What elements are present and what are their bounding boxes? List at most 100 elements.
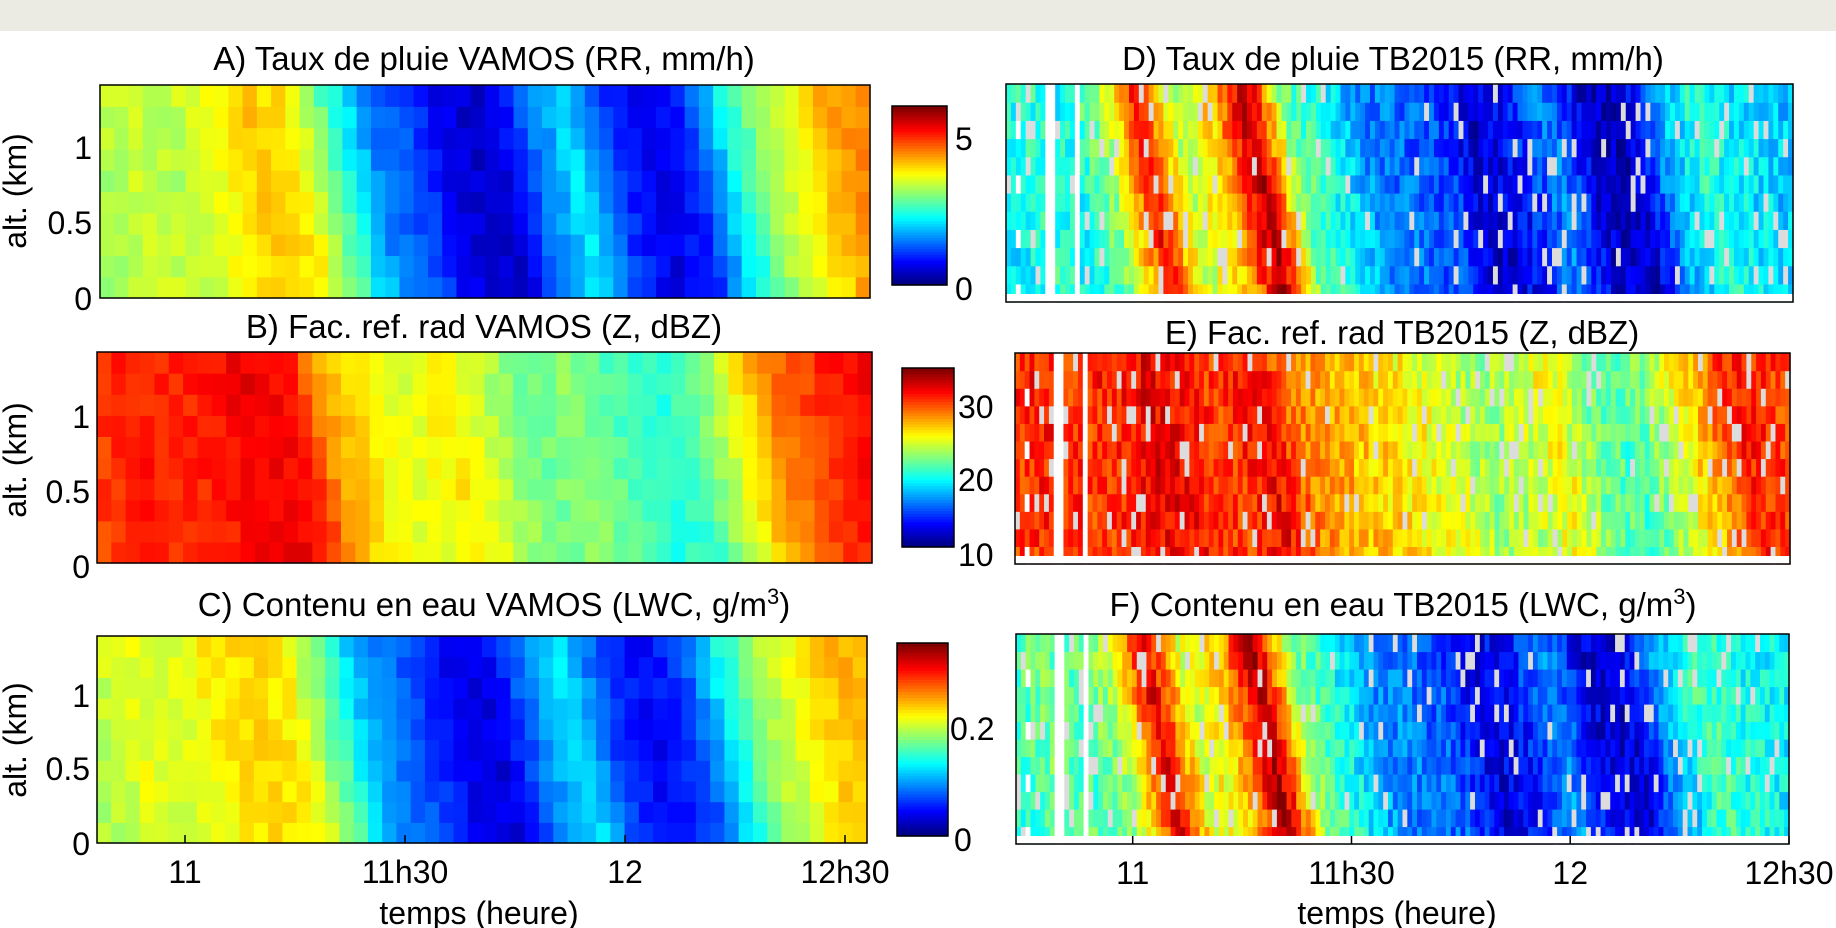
panel-d-cell xyxy=(1340,138,1346,158)
panel-d-cell xyxy=(1738,174,1745,194)
panel-e-cell xyxy=(1363,476,1370,495)
panel-a-cell xyxy=(313,148,329,171)
panel-d-cell xyxy=(1699,211,1706,230)
panel-c-cell xyxy=(410,760,426,782)
panel-a-cell xyxy=(385,148,401,171)
panel-e-cell xyxy=(1310,511,1316,530)
panel-e-cell xyxy=(1199,528,1205,548)
panel-b-cell xyxy=(97,394,112,416)
panel-d-cell xyxy=(1183,138,1189,158)
panel-c-cell xyxy=(724,801,740,823)
panel-a-cell xyxy=(114,255,130,278)
panel-d-cell xyxy=(1389,174,1396,194)
panel-d-cell xyxy=(1030,247,1037,267)
panel-e-cell xyxy=(1223,476,1229,495)
panel-e-cell xyxy=(1136,493,1142,512)
panel-e-cell xyxy=(1295,370,1302,389)
panel-d-cell xyxy=(1566,102,1573,121)
panel-b-cell xyxy=(800,415,816,437)
panel-d-cell xyxy=(1768,174,1774,194)
panel-a-cell xyxy=(413,127,429,150)
panel-a-cell xyxy=(684,191,700,214)
panel-d-cell xyxy=(1743,229,1750,249)
panel-d-cell xyxy=(1079,102,1086,121)
panel-d-cell xyxy=(1729,247,1735,267)
panel-b-cell xyxy=(771,373,787,395)
panel-a-cell xyxy=(513,234,529,256)
panel-e-cell xyxy=(1392,440,1399,460)
panel-c-cell xyxy=(196,698,212,720)
panel-b-cell xyxy=(297,394,313,416)
panel-c-cell xyxy=(496,698,512,720)
panel-b-cell xyxy=(757,499,773,522)
panel-b-cell xyxy=(843,457,859,480)
panel-e-cell xyxy=(1223,440,1229,460)
panel-e-cell xyxy=(1242,546,1249,565)
panel-e-cell xyxy=(1073,388,1079,407)
panel-d-cell xyxy=(1502,138,1509,158)
panel-d-cell xyxy=(1660,138,1666,158)
panel-e-cell xyxy=(1252,546,1258,565)
panel-e-cell xyxy=(1266,476,1273,495)
panel-d-cell xyxy=(1330,174,1337,194)
panel-e-cell xyxy=(1354,353,1360,372)
panel-d-cell xyxy=(1758,247,1765,267)
panel-e-cell xyxy=(1194,476,1200,495)
panel-d-cell xyxy=(1276,102,1283,121)
panel-c-cell xyxy=(667,718,683,741)
panel-c-cell xyxy=(325,718,341,741)
panel-d-cell xyxy=(1429,229,1435,249)
panel-d-cell xyxy=(1148,102,1155,121)
panel-e-cell xyxy=(1121,423,1127,442)
panel-d-cell xyxy=(1660,211,1666,230)
panel-b-colorbar-step xyxy=(902,513,954,517)
panel-d-cell xyxy=(1045,156,1051,176)
panel-b-cell xyxy=(455,373,471,395)
panel-e-cell xyxy=(1271,353,1278,372)
panel-d-cell xyxy=(1286,265,1292,285)
panel-e-cell xyxy=(1475,458,1481,477)
panel-d-cell xyxy=(1620,283,1627,303)
panel-d-cell xyxy=(1178,138,1184,158)
panel-e-cell xyxy=(1494,423,1500,442)
panel-b-cell xyxy=(384,352,399,374)
panel-b-cell xyxy=(527,478,543,501)
panel-e-cell xyxy=(1436,493,1442,512)
panel-b-cell xyxy=(226,352,242,374)
panel-d-cell xyxy=(1153,120,1160,140)
panel-e-cell xyxy=(1087,528,1094,548)
panel-b-colorbar-step xyxy=(902,395,954,400)
panel-e-cell xyxy=(1494,511,1500,530)
panel-b-cell xyxy=(412,373,428,395)
panel-a-cell xyxy=(370,234,386,256)
panel-c-cell xyxy=(852,780,868,803)
panel-d-cell xyxy=(1222,156,1228,176)
panel-d-cell xyxy=(1424,247,1430,267)
panel-c-cell xyxy=(196,739,212,761)
panel-d-cell xyxy=(1615,84,1622,103)
panel-c-cell xyxy=(510,822,526,844)
panel-c-cell xyxy=(424,801,440,823)
panel-a-cell xyxy=(256,148,272,171)
panel-c-cell xyxy=(524,718,540,741)
panel-e-cell xyxy=(1232,405,1239,424)
panel-e-cell xyxy=(1077,511,1084,530)
panel-d-cell xyxy=(1468,84,1474,103)
panel-e-cell xyxy=(1194,353,1200,372)
panel-e-cell xyxy=(1019,440,1026,460)
panel-e-cell xyxy=(1174,370,1181,389)
panel-d-cell xyxy=(1581,229,1588,249)
panel-a-cell xyxy=(214,276,229,299)
panel-d-cell xyxy=(1507,84,1514,103)
panel-d-cell xyxy=(1738,138,1745,158)
panel-d-cell xyxy=(1227,211,1233,230)
panel-e-cell xyxy=(1499,546,1505,565)
panel-d-cell xyxy=(1783,283,1789,303)
panel-c-cell xyxy=(681,636,697,658)
panel-b-cell xyxy=(398,352,414,374)
panel-d-cell xyxy=(1247,120,1253,140)
panel-d-cell xyxy=(1124,211,1130,230)
panel-c-cell xyxy=(339,677,355,699)
panel-d-cell xyxy=(1438,174,1445,194)
panel-d-cell xyxy=(1222,229,1228,249)
